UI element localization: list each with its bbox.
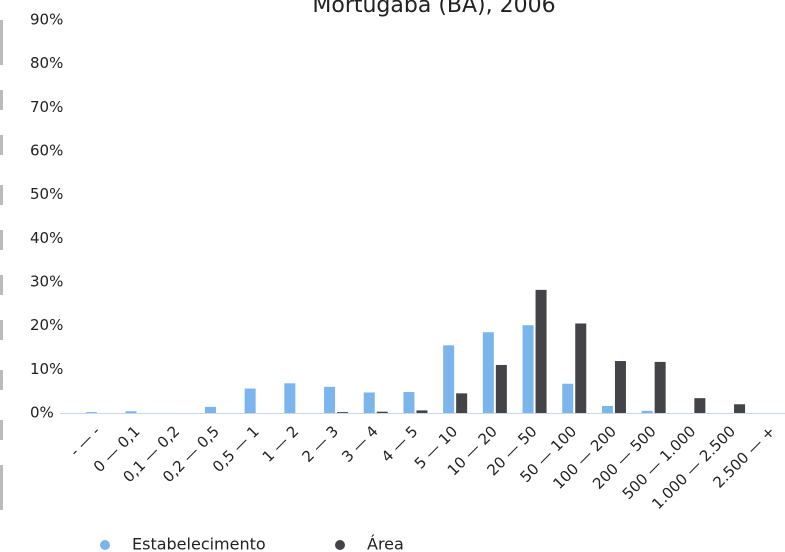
bar (244, 388, 256, 413)
bar (324, 386, 336, 413)
legend-marker (100, 540, 110, 550)
bar (416, 410, 428, 413)
bar (376, 411, 388, 413)
y-tick-label: 10% (30, 360, 63, 378)
bar (204, 406, 216, 413)
bar (284, 383, 296, 413)
bar (535, 289, 547, 413)
y-tick-label: 50% (30, 185, 63, 203)
y-tick-label: 80% (30, 54, 63, 72)
bar (363, 392, 375, 413)
y-tick-label: 70% (30, 98, 63, 116)
bar (85, 412, 97, 413)
y-tick-label: 60% (30, 142, 63, 160)
y-tick-label: 40% (30, 229, 63, 247)
left-decoration (0, 20, 3, 510)
bar (125, 411, 137, 413)
chart-title: Mortugaba (BA), 2006 (312, 0, 555, 18)
bar (522, 325, 534, 413)
bar (403, 392, 415, 413)
bar (337, 412, 349, 413)
y-tick-label: 30% (30, 273, 63, 291)
y-tick-label: 0% (30, 404, 54, 422)
bar (614, 361, 626, 413)
bar (562, 383, 574, 413)
bar (456, 393, 468, 413)
y-tick-label: 20% (30, 316, 63, 334)
bar (694, 398, 706, 413)
bar (734, 404, 746, 413)
bar (654, 361, 666, 413)
bar (495, 364, 507, 413)
bar (575, 323, 587, 413)
legend-label: Área (367, 535, 404, 552)
bar (443, 345, 455, 413)
legend-label: Estabelecimento (132, 535, 266, 552)
bar (601, 406, 613, 413)
bar (641, 410, 653, 413)
bar (482, 332, 494, 413)
legend-marker (335, 540, 345, 550)
y-tick-label: 90% (30, 11, 63, 29)
